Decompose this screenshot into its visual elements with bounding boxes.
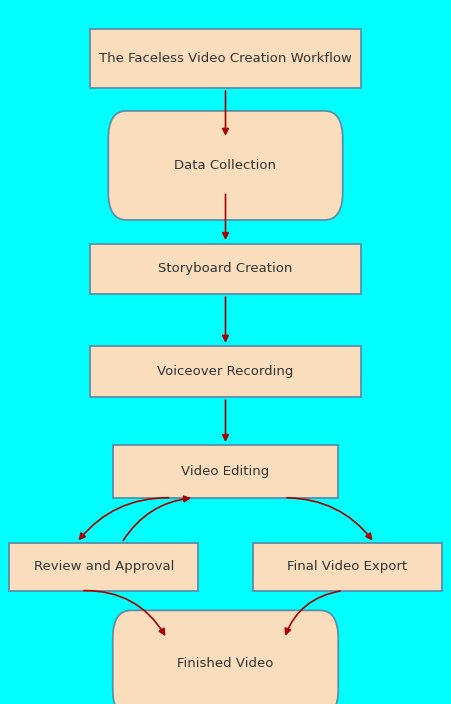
Text: Finished Video: Finished Video [177,658,274,670]
FancyBboxPatch shape [113,610,338,704]
FancyBboxPatch shape [90,244,361,294]
FancyBboxPatch shape [90,346,361,397]
FancyBboxPatch shape [90,28,361,88]
Text: Data Collection: Data Collection [175,159,276,172]
FancyBboxPatch shape [113,445,338,498]
FancyBboxPatch shape [108,111,343,220]
FancyBboxPatch shape [9,543,198,591]
Text: Voiceover Recording: Voiceover Recording [157,365,294,378]
Text: Video Editing: Video Editing [181,465,270,478]
Text: Review and Approval: Review and Approval [33,560,174,573]
Text: The Faceless Video Creation Workflow: The Faceless Video Creation Workflow [99,52,352,65]
FancyBboxPatch shape [253,543,442,591]
Text: Final Video Export: Final Video Export [287,560,407,573]
Text: Storyboard Creation: Storyboard Creation [158,263,293,275]
